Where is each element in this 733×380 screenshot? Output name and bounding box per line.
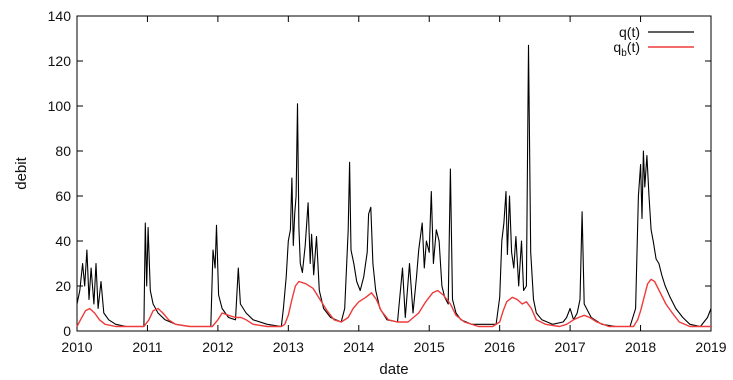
legend-qb-main: q xyxy=(613,39,621,55)
series-line-qb xyxy=(76,278,711,328)
x-tick-label: 2012 xyxy=(202,339,233,355)
plot-frame xyxy=(76,15,712,332)
x-tick-label: 2016 xyxy=(484,339,515,355)
x-tick-label: 2013 xyxy=(273,339,304,355)
legend-qb-tail: (t) xyxy=(627,39,640,55)
x-tick-label: 2017 xyxy=(555,339,586,355)
x-tick-label: 2019 xyxy=(695,339,726,355)
y-tick-label: 80 xyxy=(55,143,71,159)
y-tick-label: 0 xyxy=(63,323,71,339)
x-tick-label: 2018 xyxy=(625,339,656,355)
x-tick-label: 2015 xyxy=(414,339,445,355)
y-tick-label: 120 xyxy=(48,53,72,69)
y-tick-label: 100 xyxy=(48,98,72,114)
y-tick-label: 60 xyxy=(55,188,71,204)
y-tick-label: 40 xyxy=(55,233,71,249)
y-axis-title: debit xyxy=(13,156,30,189)
y-tick-label: 140 xyxy=(48,8,72,24)
x-axis-title: date xyxy=(379,361,408,378)
x-tick-label: 2014 xyxy=(343,339,374,355)
legend-label-q: q(t) xyxy=(619,24,640,40)
series-line-q xyxy=(76,44,712,328)
x-tick-label: 2011 xyxy=(132,339,162,355)
x-tick-label: 2010 xyxy=(61,339,92,355)
y-tick-label: 20 xyxy=(55,278,71,294)
legend-label-qb: qb(t) xyxy=(613,39,640,59)
legend-qb-subscript: b xyxy=(621,48,627,59)
